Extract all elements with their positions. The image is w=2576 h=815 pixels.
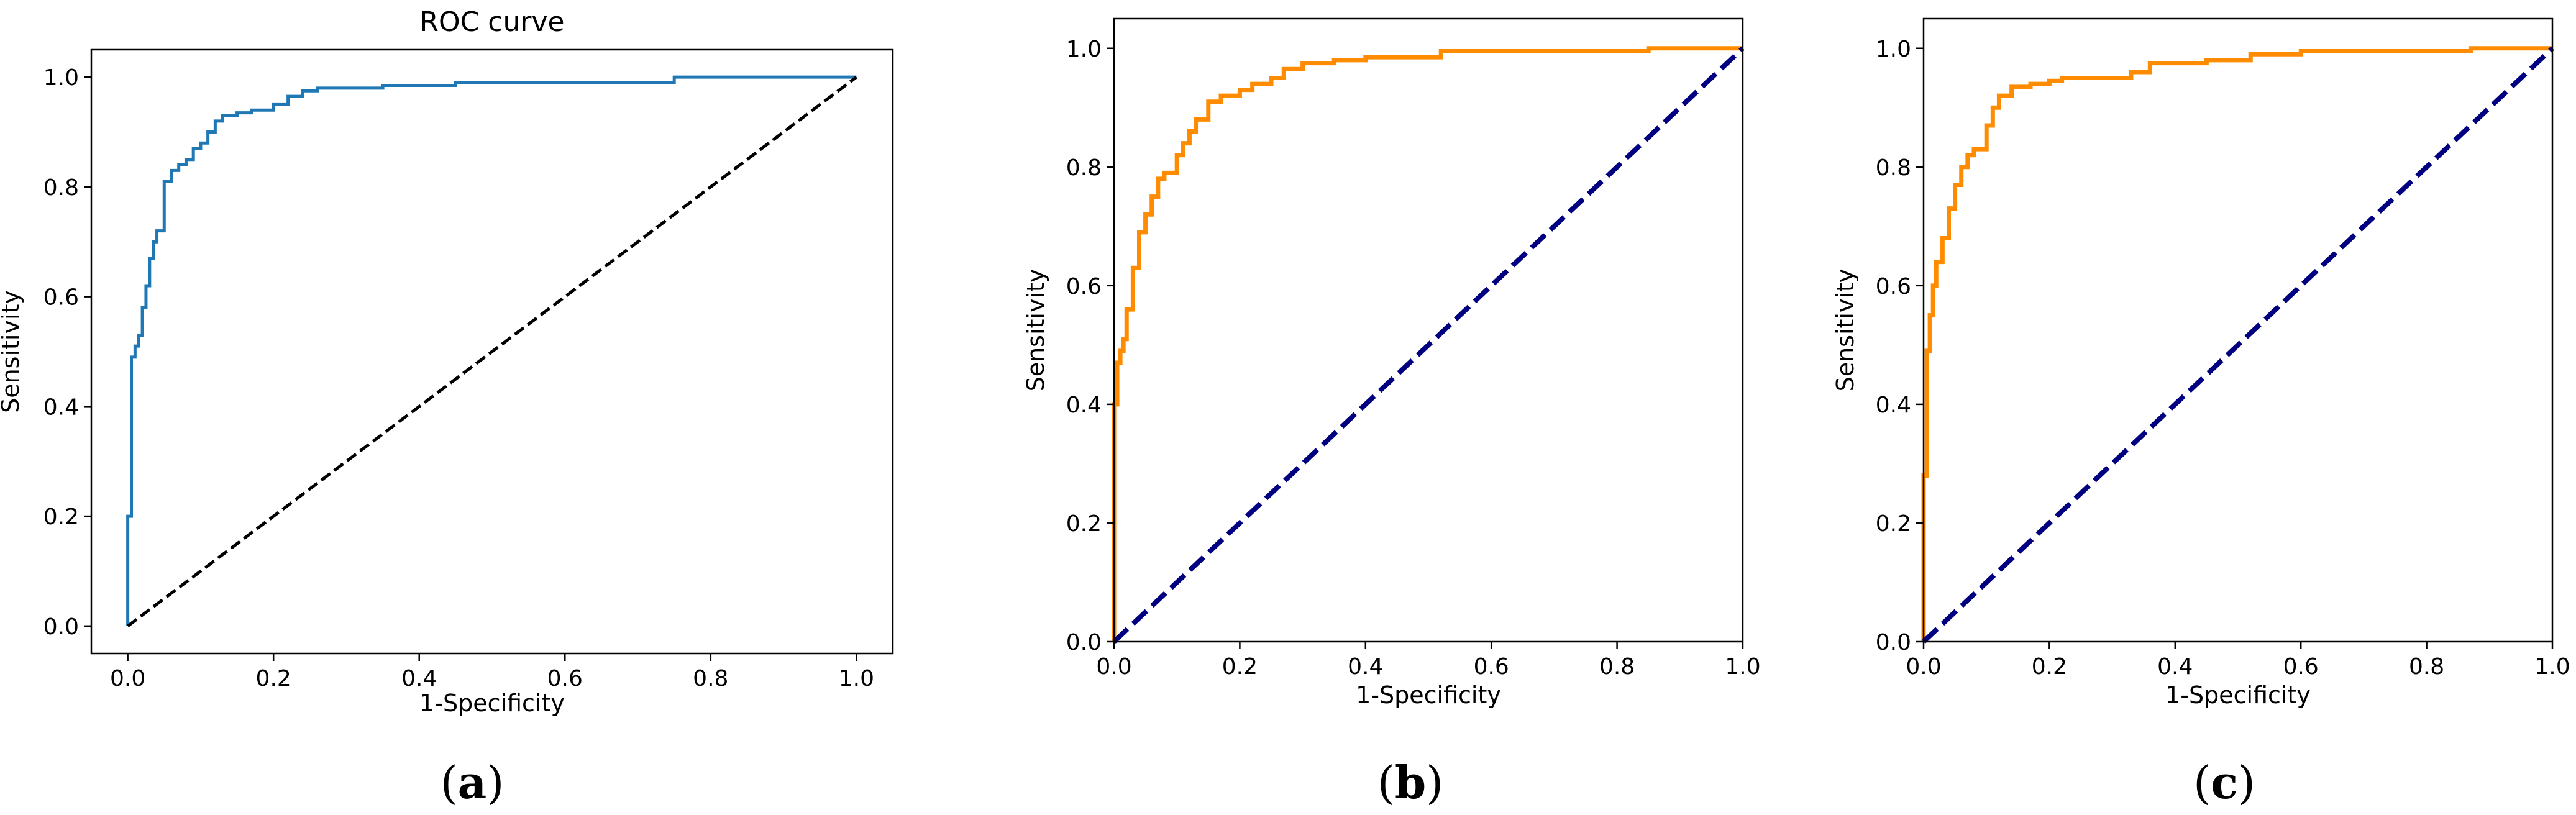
x-tick-label: 1.0 (1725, 654, 1760, 680)
y-tick-label: 0.6 (1876, 274, 1911, 299)
y-axis-label: Sensitivity (1832, 269, 1859, 392)
x-tick-label: 1.0 (2534, 654, 2570, 680)
x-axis-label: 1-Specificity (2165, 681, 2311, 709)
x-axis-label: 1-Specificity (1356, 681, 1501, 709)
x-tick-label: 0.0 (1096, 654, 1131, 680)
y-tick-label: 1.0 (1066, 37, 1102, 62)
x-axis-label: 1-Specificity (419, 690, 565, 717)
series-line-roc (126, 75, 857, 626)
panel-caption: (b) (1377, 756, 1444, 809)
chart-panel-a: 0.0 0.2 0.4 0.6 0.8 1.0 0.0 0.2 0.4 0.6 0.8 1.0 ROC … (0, 6, 894, 809)
axes-frame (1113, 17, 1744, 643)
y-tick-label: 0.8 (1876, 155, 1911, 181)
x-tick-label: 0.6 (1474, 654, 1509, 680)
y-tick-label: 0.0 (43, 614, 79, 640)
y-axis-label: Sensitivity (0, 290, 24, 413)
plot-area (1924, 19, 2552, 642)
series-line-chance (1112, 46, 1745, 644)
series-line-chance (1922, 46, 2554, 644)
x-tick-label: 0.6 (547, 666, 583, 691)
y-tick-label: 0.2 (1876, 511, 1911, 537)
chart-panel-b: 0.0 0.2 0.4 0.6 0.8 1.0 0.0 0.2 0.4 0.6 0.8 1.0 1-Sp… (1022, 17, 1761, 809)
axes-frame (1922, 17, 2554, 643)
x-tick-label: 0.2 (256, 666, 291, 691)
chart-title: ROC curve (419, 6, 564, 38)
y-tick-label: 0.4 (1066, 393, 1102, 418)
series-line-roc (1112, 46, 1743, 642)
y-tick-label: 0.6 (43, 285, 79, 311)
plot-area (1114, 19, 1743, 642)
y-tick-label: 1.0 (1876, 37, 1911, 62)
y-tick-label: 0.4 (43, 394, 79, 420)
y-axis-label: Sensitivity (1022, 269, 1049, 392)
x-tick-label: 0.0 (110, 666, 145, 691)
y-tick-label: 0.4 (1876, 393, 1911, 418)
x-tick-label: 0.4 (1348, 654, 1383, 680)
x-tick-label: 0.8 (693, 666, 728, 691)
series-line-roc (1921, 46, 2552, 642)
x-tick-label: 0.4 (2157, 654, 2193, 680)
x-tick-label: 1.0 (839, 666, 874, 691)
chart-panel-c: 0.0 0.2 0.4 0.6 0.8 1.0 0.0 0.2 0.4 0.6 0.8 1.0 1-Sp… (1832, 17, 2570, 809)
y-tick-label: 0.2 (43, 504, 79, 530)
y-tick-label: 0.8 (43, 175, 79, 201)
series-line-chance (127, 76, 857, 627)
y-tick-label: 0.8 (1066, 155, 1102, 181)
x-tick-label: 0.2 (2032, 654, 2067, 680)
x-tick-label: 0.2 (1222, 654, 1258, 680)
x-tick-label: 0.8 (1599, 654, 1635, 680)
x-tick-label: 0.8 (2409, 654, 2444, 680)
y-tick-label: 1.0 (43, 65, 79, 91)
y-tick-label: 0.0 (1066, 630, 1102, 655)
y-tick-label: 0.0 (1876, 630, 1911, 655)
panel-caption: (a) (441, 756, 505, 809)
x-tick-label: 0.6 (2283, 654, 2319, 680)
x-tick-label: 0.4 (401, 666, 437, 691)
x-tick-label: 0.0 (1906, 654, 1941, 680)
axes-frame (90, 48, 894, 655)
y-tick-label: 0.6 (1066, 274, 1102, 299)
y-tick-label: 0.2 (1066, 511, 1102, 537)
panel-caption: (c) (2193, 756, 2255, 809)
